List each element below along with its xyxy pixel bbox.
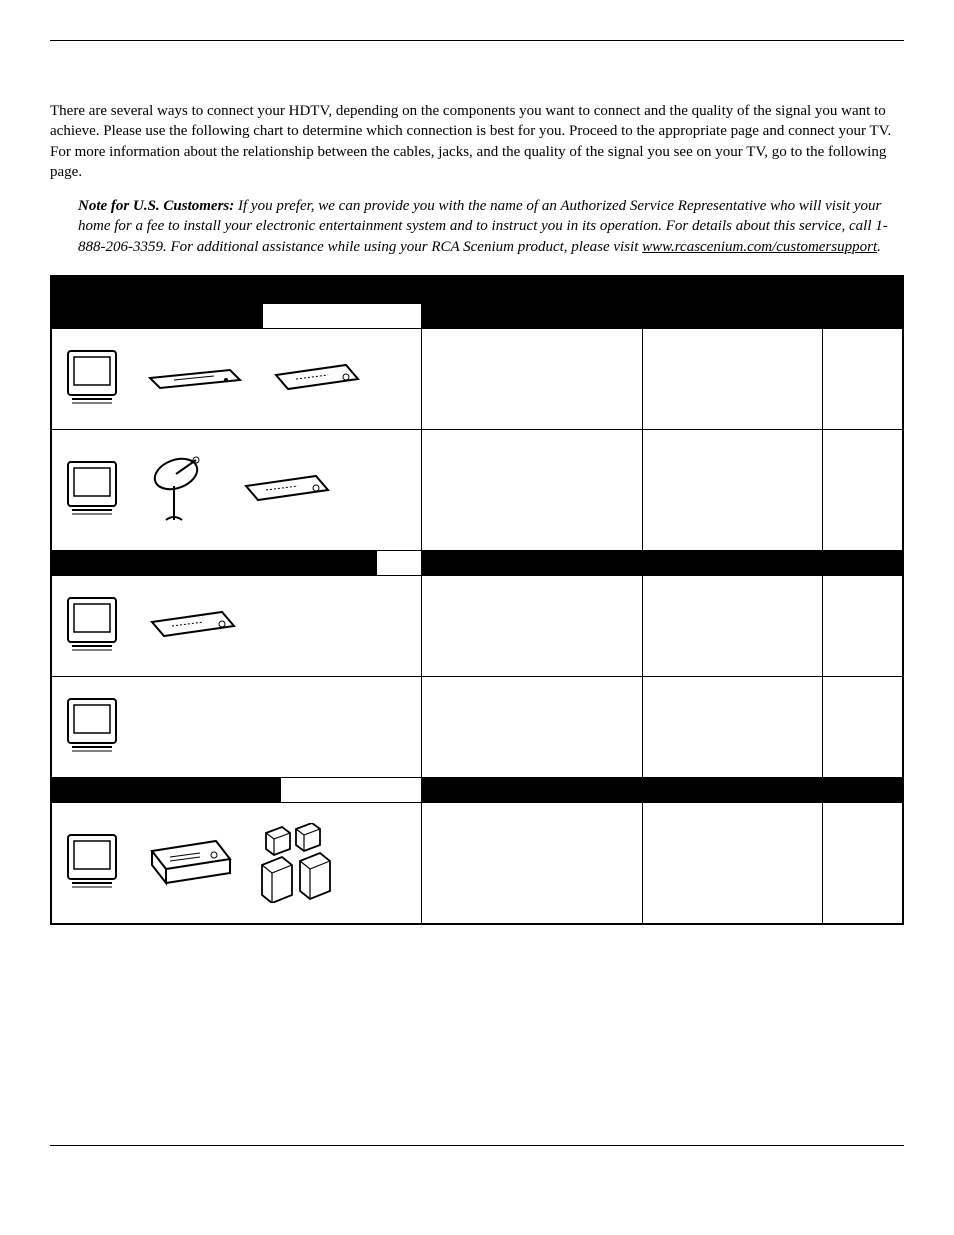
jacks-cell [642,677,822,778]
section-bar [51,778,422,803]
section-bar-cell [422,304,643,329]
page-cell [823,329,903,430]
section-bar-cell [422,778,643,803]
jacks-cell [642,329,822,430]
section-bar-cell [642,551,822,576]
satellite-dish-icon [144,450,214,530]
note-body-2: . [877,239,881,255]
components-cell [51,803,422,925]
note-link: www.rcascenium.com/customersupport [642,239,877,255]
note-lead: Note for U.S. Customers: [78,198,234,214]
tv-icon [64,695,120,759]
table-header-row [51,276,903,304]
cables-cell [422,430,643,551]
page-cell [823,803,903,925]
components-cell [51,329,422,430]
set-top-box-icon [238,468,334,512]
cables-cell [422,803,643,925]
section-bar-cell [823,304,903,329]
section-bar-cell [422,551,643,576]
components-cell [51,430,422,551]
set-top-box-icon [268,357,364,401]
section-bar-cell [823,778,903,803]
top-rule [50,40,904,41]
page-cell [823,576,903,677]
set-top-box-icon [144,604,240,648]
cables-cell [422,329,643,430]
av-receiver-icon [144,835,236,891]
header-jacks [642,276,822,304]
cables-cell [422,576,643,677]
section-bar-cell [823,551,903,576]
slim-box-icon [144,360,244,398]
page-cell [823,430,903,551]
section-bar [51,304,422,329]
tv-icon [64,347,120,411]
note-paragraph: Note for U.S. Customers: If you prefer, … [78,196,904,257]
table-row [51,329,903,430]
intro-paragraph: There are several ways to connect your H… [50,101,904,182]
tv-icon [64,831,120,895]
section-bar-row [51,304,903,329]
section-bar-cell [642,304,822,329]
tv-icon [64,594,120,658]
header-cables [422,276,643,304]
table-row [51,430,903,551]
jacks-cell [642,576,822,677]
section-bar-cell [642,778,822,803]
jacks-cell [642,803,822,925]
jacks-cell [642,430,822,551]
table-row [51,576,903,677]
table-row [51,803,903,925]
section-bar [51,551,422,576]
tv-icon [64,458,120,522]
components-cell [51,677,422,778]
cables-cell [422,677,643,778]
bottom-rule [50,1145,904,1146]
page-cell [823,677,903,778]
section-bar-row [51,551,903,576]
header-page [823,276,903,304]
table-row [51,677,903,778]
connection-table [50,275,904,926]
section-bar-row [51,778,903,803]
speakers-icon [260,823,340,903]
components-cell [51,576,422,677]
header-components [51,276,422,304]
